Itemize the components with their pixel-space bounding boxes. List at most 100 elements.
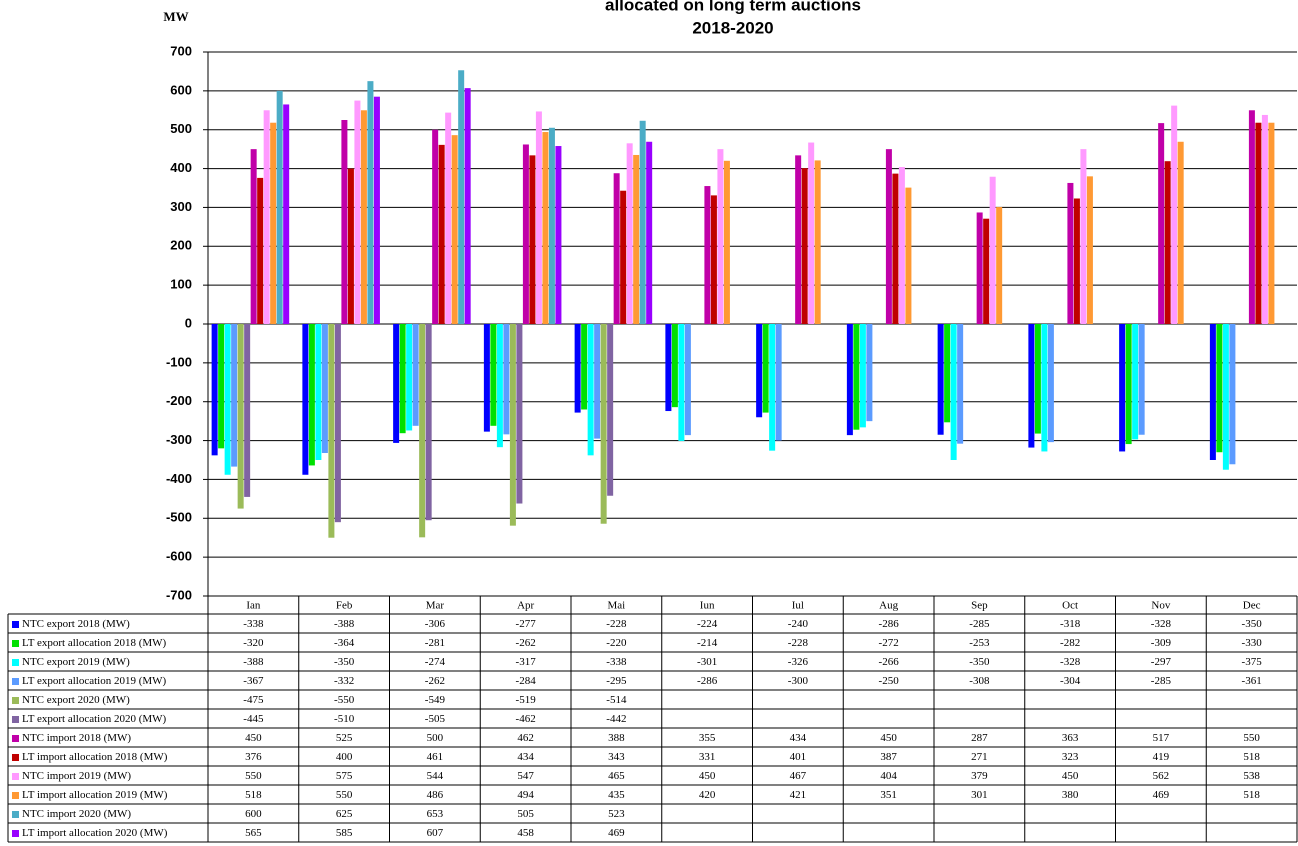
bar — [769, 324, 776, 451]
table-value: -272 — [879, 637, 899, 649]
table-value: -281 — [425, 637, 445, 649]
table-value: -549 — [425, 694, 446, 706]
bar — [775, 324, 782, 441]
bar — [283, 104, 290, 324]
bar — [1222, 324, 1229, 470]
legend-swatch — [12, 716, 19, 723]
x-tick-label: Oct — [1062, 600, 1078, 612]
bar — [1041, 324, 1048, 452]
y-tick-label: 500 — [170, 121, 192, 136]
legend-swatch — [12, 830, 19, 837]
bar — [451, 135, 458, 324]
bar — [522, 144, 529, 324]
table-value: 379 — [971, 770, 988, 782]
bar — [1177, 141, 1184, 324]
table-value: 435 — [608, 789, 625, 801]
table-value: -228 — [606, 618, 627, 630]
legend-label: NTC export 2019 (MW) — [22, 656, 130, 668]
bar — [866, 324, 873, 422]
x-tick-label: Iul — [792, 600, 804, 612]
bar — [393, 324, 400, 443]
table-value: -550 — [334, 694, 355, 706]
bar — [542, 132, 549, 324]
x-tick-label: Mar — [426, 600, 445, 612]
y-tick-label: 0 — [185, 315, 192, 330]
bar — [419, 324, 426, 538]
table-value: 387 — [880, 751, 897, 763]
bar — [762, 324, 769, 413]
bar — [613, 173, 620, 324]
legend-swatch — [12, 735, 19, 742]
bar — [633, 154, 640, 324]
table-value: -250 — [879, 675, 900, 687]
table-value: -350 — [334, 656, 355, 668]
bar — [665, 324, 672, 412]
table-value: -475 — [243, 694, 264, 706]
table-value: 351 — [880, 789, 897, 801]
bar — [373, 96, 380, 324]
legend-label: NTC export 2020 (MW) — [22, 694, 130, 706]
table-value: -330 — [1242, 637, 1263, 649]
bar — [257, 177, 264, 324]
y-tick-label: 300 — [170, 199, 192, 214]
bar — [555, 146, 562, 324]
bar — [503, 324, 510, 435]
table-value: -304 — [1060, 675, 1081, 687]
bar — [996, 207, 1003, 324]
table-value: 525 — [336, 732, 353, 744]
bar — [808, 142, 815, 324]
bar — [710, 195, 717, 324]
table-value: -262 — [516, 637, 536, 649]
bar — [756, 324, 763, 418]
legend-swatch — [12, 640, 19, 647]
bar — [1034, 324, 1041, 434]
table-value: -214 — [697, 637, 718, 649]
bar — [587, 324, 594, 456]
table-value: 343 — [608, 751, 625, 763]
bar — [1119, 324, 1126, 452]
bar — [445, 112, 452, 324]
bar — [328, 324, 335, 538]
table-value: 323 — [1062, 751, 1079, 763]
x-tick-label: Ian — [246, 600, 261, 612]
bar — [607, 324, 614, 496]
table-value: -224 — [697, 618, 718, 630]
bar — [1229, 324, 1236, 465]
bar — [490, 324, 497, 426]
table-value: 467 — [790, 770, 807, 782]
table-value: 469 — [608, 827, 625, 839]
legend-label: LT export allocation 2018 (MW) — [22, 637, 167, 649]
y-tick-label: 100 — [170, 277, 192, 292]
bar — [620, 190, 627, 324]
y-tick-label: 600 — [170, 82, 192, 97]
x-tick-label: Dec — [1243, 600, 1261, 612]
table-value: 523 — [608, 808, 625, 820]
bar — [581, 324, 588, 410]
table-value: -505 — [425, 713, 446, 725]
legend-swatch — [12, 678, 19, 685]
bar — [684, 324, 691, 436]
bar — [717, 149, 724, 324]
table-value: 547 — [517, 770, 534, 782]
y-tick-label: 200 — [170, 238, 192, 253]
bar — [944, 324, 951, 423]
table-value: 450 — [245, 732, 262, 744]
table-value: 550 — [336, 789, 353, 801]
bar — [885, 149, 892, 324]
table-value: 550 — [245, 770, 262, 782]
bar — [1268, 122, 1275, 324]
bar — [263, 110, 270, 325]
legend-label: NTC import 2018 (MW) — [22, 732, 131, 744]
table-value: 653 — [427, 808, 444, 820]
table-value: -320 — [243, 637, 264, 649]
table-value: -326 — [788, 656, 809, 668]
bar — [1209, 324, 1216, 460]
bar — [1132, 324, 1139, 440]
y-tick-label: 400 — [170, 160, 192, 175]
table-value: -375 — [1242, 656, 1263, 668]
legend-label: LT export allocation 2020 (MW) — [22, 713, 167, 725]
table-value: 585 — [336, 827, 353, 839]
bar — [334, 324, 341, 523]
bar — [496, 324, 503, 448]
bar — [846, 324, 853, 436]
